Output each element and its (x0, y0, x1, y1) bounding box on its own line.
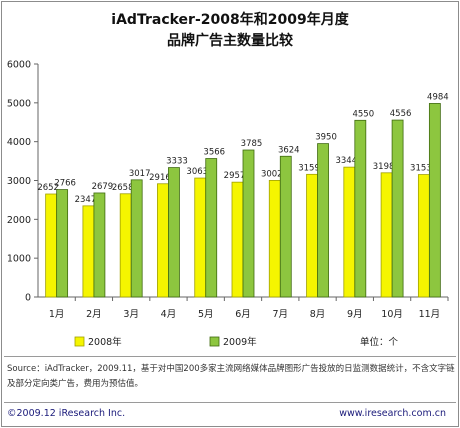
bar-2009年 (391, 119, 404, 298)
data-label: 3063 (186, 167, 208, 177)
unit-label: 单位：个 (360, 336, 399, 348)
bar-2008年 (231, 181, 244, 298)
website-link[interactable]: www.iresearch.com.cn (339, 408, 446, 419)
bar-2008年 (82, 205, 95, 298)
legend-label: 2009年 (223, 336, 257, 348)
x-tick-label: 2月 (86, 309, 102, 320)
bar-2009年 (168, 167, 180, 298)
bar-2008年 (157, 183, 169, 298)
bar-2009年 (56, 189, 69, 298)
data-label: 3344 (335, 156, 357, 166)
x-tick-label: 9月 (347, 309, 363, 320)
data-label: 2652 (37, 183, 59, 193)
y-tick-label: 2000 (7, 215, 31, 226)
data-label: 3333 (166, 157, 188, 167)
bar-2009年 (317, 143, 329, 298)
x-tick-label: 10月 (381, 309, 403, 320)
bar-2009年 (93, 192, 106, 298)
copyright-text: ©2009.12 iResearch Inc. (7, 408, 126, 419)
chart-title-line2: 品牌广告主数量比较 (167, 33, 293, 49)
bar-2008年 (268, 180, 281, 298)
bar-2008年 (380, 172, 393, 298)
data-label: 4556 (390, 109, 412, 119)
data-label: 2679 (92, 182, 114, 192)
x-tick-label: 5月 (198, 309, 214, 320)
data-label: 2957 (224, 171, 246, 181)
bar-2009年 (279, 155, 292, 298)
bar-2008年 (45, 193, 58, 298)
legend-label: 2008年 (88, 336, 122, 348)
bar-2009年 (354, 119, 367, 298)
x-tick-label: 11月 (419, 309, 441, 320)
divider-top (4, 356, 456, 357)
bar-2008年 (194, 177, 207, 298)
legend-swatch (74, 336, 85, 347)
data-label: 2916 (149, 173, 171, 183)
y-tick-label: 0 (25, 293, 31, 304)
bar-2009年 (242, 149, 255, 298)
data-label: 2347 (75, 195, 97, 205)
source-note: Source：iAdTracker，2009.11，基于对中国200多家主流网络… (7, 364, 455, 389)
bar-2008年 (306, 173, 318, 298)
x-tick-label: 1月 (49, 309, 65, 320)
bar-2008年 (119, 193, 132, 298)
data-label: 2766 (54, 179, 76, 189)
legend-swatch (209, 336, 220, 347)
data-label: 3785 (241, 139, 263, 149)
x-tick-label: 4月 (161, 309, 177, 320)
divider-bottom (4, 402, 456, 403)
data-label: 4550 (352, 109, 374, 119)
bar-2009年 (428, 103, 441, 298)
data-label: 3950 (315, 133, 337, 143)
y-tick-label: 1000 (7, 254, 31, 265)
bar-2008年 (417, 174, 430, 298)
bar-2009年 (130, 179, 143, 298)
x-tick-label: 8月 (310, 309, 326, 320)
y-tick-label: 5000 (7, 98, 31, 109)
y-tick-label: 4000 (7, 137, 31, 148)
data-label: 3159 (298, 163, 320, 173)
x-tick-label: 3月 (123, 309, 139, 320)
x-tick-label: 7月 (272, 309, 288, 320)
data-label: 3566 (203, 148, 225, 158)
data-label: 3624 (278, 145, 300, 155)
data-label: 3017 (129, 169, 151, 179)
y-tick-label: 3000 (7, 176, 31, 187)
data-label: 2658 (112, 183, 134, 193)
chart-title-line1: iAdTracker-2008年和2009年月度 (111, 12, 349, 28)
bar-2009年 (205, 158, 218, 298)
y-tick-label: 6000 (7, 60, 31, 71)
chart-background (4, 4, 454, 354)
bar-2008年 (343, 166, 356, 298)
data-label: 3153 (410, 164, 432, 174)
x-tick-label: 6月 (235, 309, 251, 320)
data-label: 3002 (261, 169, 283, 179)
data-label: 4984 (427, 92, 449, 102)
data-label: 3198 (373, 162, 395, 172)
